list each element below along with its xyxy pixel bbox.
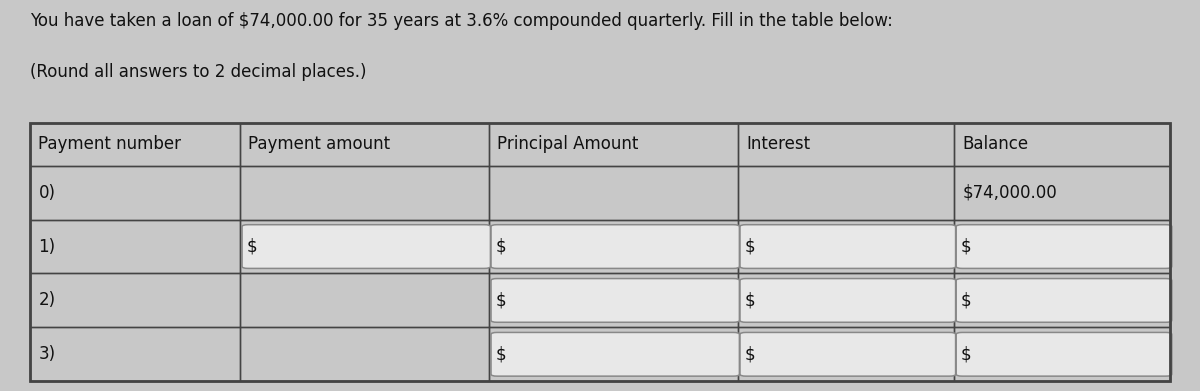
Text: You have taken a loan of $74,000.00 for 35 years at 3.6% compounded quarterly. F: You have taken a loan of $74,000.00 for … xyxy=(30,12,893,30)
Bar xyxy=(954,123,1170,166)
Bar xyxy=(488,327,738,381)
Text: $: $ xyxy=(496,291,506,309)
FancyBboxPatch shape xyxy=(956,332,1172,376)
Text: $: $ xyxy=(745,238,756,256)
Bar xyxy=(954,166,1170,220)
Bar xyxy=(240,123,488,166)
Text: (Round all answers to 2 decimal places.): (Round all answers to 2 decimal places.) xyxy=(30,63,366,81)
Text: $: $ xyxy=(496,345,506,363)
Text: 0): 0) xyxy=(38,184,55,202)
FancyBboxPatch shape xyxy=(956,225,1172,268)
Bar xyxy=(738,166,954,220)
Text: Balance: Balance xyxy=(962,135,1028,153)
Bar xyxy=(240,273,488,327)
Text: $: $ xyxy=(961,345,972,363)
Text: $: $ xyxy=(961,291,972,309)
Bar xyxy=(738,123,954,166)
Text: Interest: Interest xyxy=(746,135,810,153)
Text: Payment amount: Payment amount xyxy=(248,135,390,153)
Text: $: $ xyxy=(745,291,756,309)
Text: $: $ xyxy=(247,238,258,256)
FancyBboxPatch shape xyxy=(242,225,491,268)
FancyBboxPatch shape xyxy=(491,225,739,268)
Bar xyxy=(30,166,240,220)
Text: $: $ xyxy=(961,238,972,256)
Bar xyxy=(30,273,240,327)
Bar xyxy=(738,273,954,327)
Bar xyxy=(30,123,1170,381)
Text: Principal Amount: Principal Amount xyxy=(497,135,638,153)
Bar xyxy=(488,273,738,327)
Bar xyxy=(954,273,1170,327)
FancyBboxPatch shape xyxy=(491,278,739,322)
FancyBboxPatch shape xyxy=(491,332,739,376)
Text: $: $ xyxy=(745,345,756,363)
Text: $74,000.00: $74,000.00 xyxy=(962,184,1057,202)
Bar xyxy=(30,123,240,166)
Bar xyxy=(954,220,1170,273)
Bar xyxy=(240,166,488,220)
Text: 2): 2) xyxy=(38,291,55,309)
FancyBboxPatch shape xyxy=(956,278,1172,322)
Bar xyxy=(954,327,1170,381)
Bar xyxy=(240,220,488,273)
Bar xyxy=(30,327,240,381)
FancyBboxPatch shape xyxy=(740,225,955,268)
Text: $: $ xyxy=(496,238,506,256)
Bar xyxy=(30,123,1170,381)
FancyBboxPatch shape xyxy=(740,332,955,376)
Bar xyxy=(738,327,954,381)
Bar xyxy=(738,220,954,273)
Bar xyxy=(30,220,240,273)
Text: 1): 1) xyxy=(38,238,55,256)
Bar xyxy=(488,166,738,220)
Bar xyxy=(488,123,738,166)
Bar xyxy=(240,327,488,381)
Text: Payment number: Payment number xyxy=(38,135,181,153)
FancyBboxPatch shape xyxy=(740,278,955,322)
Bar xyxy=(488,220,738,273)
Text: 3): 3) xyxy=(38,345,55,363)
